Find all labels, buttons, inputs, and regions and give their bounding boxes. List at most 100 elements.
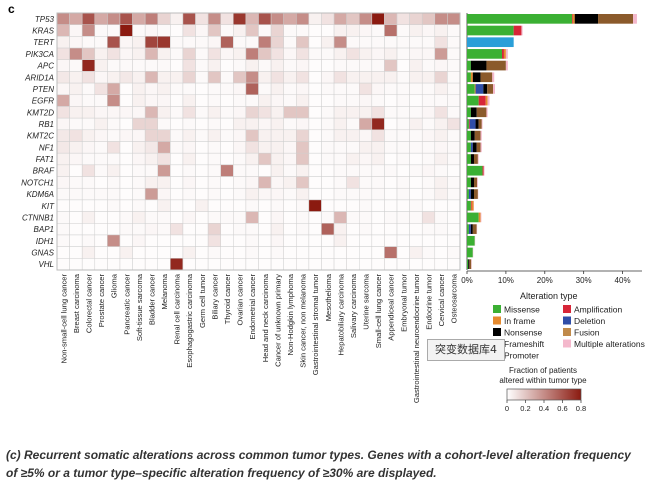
bar-segment bbox=[467, 130, 471, 141]
tumor-type-label: Cervical cancer bbox=[437, 274, 446, 327]
gene-label: GNAS bbox=[31, 248, 54, 257]
tumor-type-label: Ovarian cancer bbox=[236, 274, 245, 326]
heatmap-cells bbox=[56, 12, 461, 271]
bar-segment bbox=[486, 107, 488, 118]
tumor-type-label: Endocrine tumor bbox=[425, 274, 434, 330]
bar-segment bbox=[472, 142, 477, 153]
tumor-type-label: Prostate cancer bbox=[97, 274, 106, 328]
bar-segment bbox=[474, 177, 478, 188]
bar-segment bbox=[470, 200, 472, 211]
tumor-type-label: Esophagogastric carcinoma bbox=[185, 273, 194, 367]
bar-segment bbox=[480, 142, 482, 153]
bar-segment bbox=[475, 84, 484, 94]
tumor-type-label: Head and neck carcinoma bbox=[261, 273, 270, 362]
tumor-type-label: Mesothelioma bbox=[324, 273, 333, 321]
stacked-bars bbox=[466, 13, 637, 270]
bar-segment bbox=[633, 14, 637, 24]
tumor-type-label: Osteosarcoma bbox=[450, 273, 459, 323]
alteration-bar-chart: 0% 10% 20% 30% 40% Alteration type Missense A… bbox=[461, 13, 645, 361]
tumor-type-label: Renal cell carcinoma bbox=[173, 273, 182, 344]
bar-segment bbox=[480, 72, 493, 83]
tumor-type-label: Non-small-cell lung cancer bbox=[59, 274, 68, 364]
bar-segment bbox=[467, 25, 514, 36]
legend-label: Nonsense bbox=[504, 328, 543, 338]
legend-swatch bbox=[493, 316, 501, 325]
bar-segment bbox=[502, 49, 504, 59]
bar-segment bbox=[470, 60, 487, 71]
bar-segment bbox=[476, 142, 481, 153]
gene-label: KIT bbox=[42, 202, 56, 211]
bar-segment bbox=[477, 154, 479, 164]
gene-labels: TP53 KRAS TERT PIK3CA APC ARID1A PTEN EGFR KMT2D… bbox=[21, 15, 55, 269]
bar-segment bbox=[478, 95, 486, 106]
tumor-type-label: Soft-tissue sarcoma bbox=[135, 273, 144, 341]
colorbar-tick-label: 0.8 bbox=[576, 404, 586, 413]
bar-segment bbox=[487, 95, 490, 106]
bar-x-tick-label: 0% bbox=[461, 276, 473, 285]
bar-x-tick-label: 30% bbox=[576, 276, 592, 285]
tumor-type-labels: Non-small-cell lung cancer Breast carcino… bbox=[59, 273, 458, 403]
tumor-type-label: Biliary cancer bbox=[210, 274, 219, 320]
legend-swatch bbox=[563, 328, 571, 336]
bar-segment bbox=[486, 60, 506, 71]
tumor-type-label: Gastrointestinal stromal tumor bbox=[311, 274, 320, 376]
tumor-type-label: Salivary carcinoma bbox=[349, 273, 358, 338]
bar-segment bbox=[467, 259, 469, 269]
bar-segment bbox=[480, 212, 482, 223]
bar-segment bbox=[467, 200, 471, 211]
colorbar-title-line2: altered within tumor type bbox=[499, 376, 587, 385]
tumor-type-label: Pancreatic cancer bbox=[122, 274, 131, 335]
bar-segment bbox=[481, 119, 483, 129]
bar-segment bbox=[470, 189, 474, 199]
colorbar-title-line1: Fraction of patients bbox=[509, 366, 577, 375]
tumor-type-label: Thyroid cancer bbox=[223, 274, 232, 325]
legend-swatch bbox=[563, 339, 571, 348]
bar-segment bbox=[467, 37, 514, 48]
bar-segment bbox=[485, 95, 488, 106]
bar-segment bbox=[467, 154, 471, 164]
gene-label: RB1 bbox=[38, 120, 54, 129]
bar-segment bbox=[472, 72, 481, 83]
colorbar-tick-label: 0.2 bbox=[520, 404, 530, 413]
bar-segment bbox=[487, 84, 494, 94]
tumor-type-label: Appendiceal cancer bbox=[387, 274, 396, 341]
bar-segment bbox=[470, 107, 477, 118]
bar-segment bbox=[468, 189, 471, 199]
bar-segment bbox=[503, 49, 506, 59]
tumor-type-label: Non-Hodgkin lymphoma bbox=[286, 273, 295, 355]
gene-label: NF1 bbox=[39, 143, 54, 152]
bar-segment bbox=[521, 25, 523, 36]
legend-label: Frameshift bbox=[504, 339, 545, 349]
watermark: 突变数据库4 bbox=[427, 339, 505, 361]
bar-segment bbox=[467, 165, 483, 176]
bar-segment bbox=[467, 107, 471, 118]
tumor-type-label: Skin cancer, non melanoma bbox=[299, 273, 308, 367]
bar-segment bbox=[470, 154, 474, 164]
gene-label: KDM6A bbox=[26, 190, 54, 199]
bar-segment bbox=[467, 84, 475, 94]
bar-segment bbox=[468, 119, 470, 129]
gene-label: KRAS bbox=[32, 27, 54, 36]
bar-segment bbox=[476, 107, 487, 118]
legend-label: Promoter bbox=[504, 351, 539, 361]
tumor-type-label: Melanoma bbox=[160, 273, 169, 309]
gene-label: PTEN bbox=[33, 85, 55, 94]
bar-segment bbox=[467, 189, 469, 199]
bar-segment bbox=[513, 25, 522, 36]
bar-segment bbox=[470, 130, 475, 141]
bar-segment bbox=[574, 14, 599, 24]
gene-label: FAT1 bbox=[36, 155, 54, 164]
legend-label: Fusion bbox=[574, 328, 600, 338]
tumor-type-label: Gastrointestinal neuroendocrine tumor bbox=[412, 274, 421, 404]
gene-label: TERT bbox=[33, 38, 55, 47]
gene-label: BRAF bbox=[33, 167, 55, 176]
bar-segment bbox=[474, 154, 478, 164]
bar-segment bbox=[470, 142, 473, 153]
bar-x-tick-label: 40% bbox=[615, 276, 631, 285]
bar-segment bbox=[478, 212, 481, 223]
bar-segment bbox=[475, 119, 479, 129]
colorbar-ticks: 0 0.2 0.4 0.6 0.8 bbox=[505, 400, 586, 413]
bar-segment bbox=[492, 72, 495, 83]
bar-x-tick-label: 20% bbox=[537, 276, 553, 285]
